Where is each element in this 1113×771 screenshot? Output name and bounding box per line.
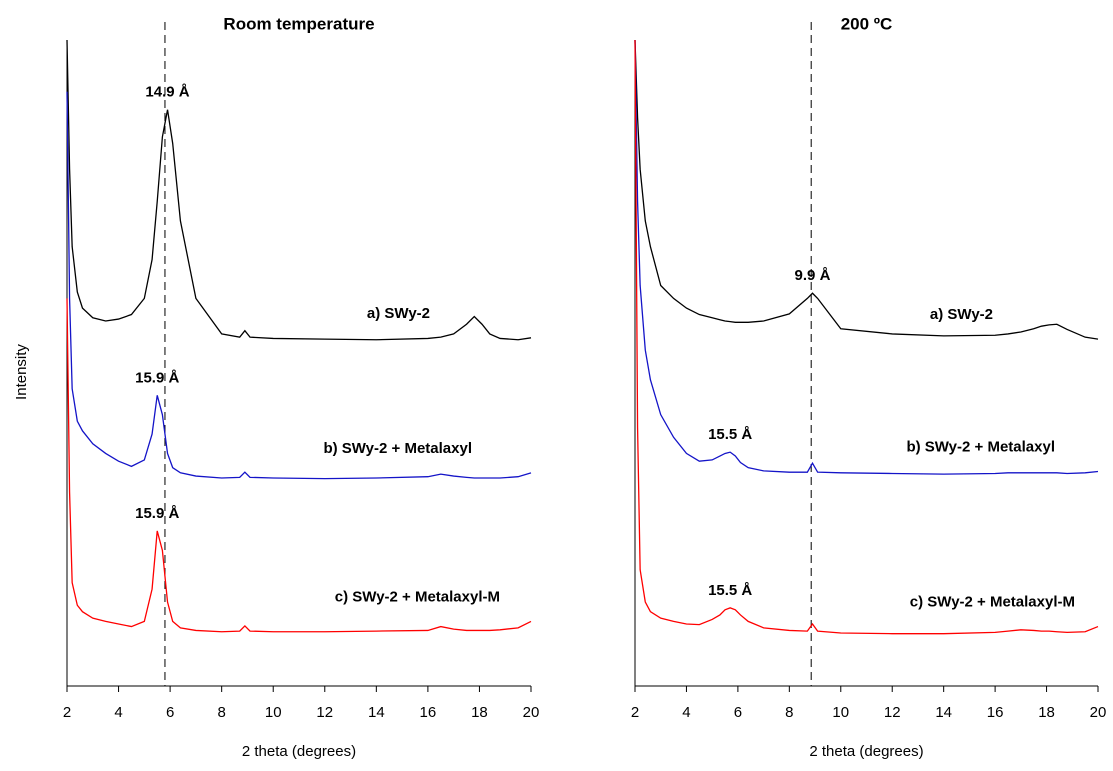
- x-tick-label: 10: [265, 704, 282, 721]
- x-tick-label: 12: [316, 704, 333, 721]
- x-tick-label: 2: [63, 704, 71, 721]
- series-line: [634, 39, 1099, 475]
- x-tick-label: 14: [935, 704, 952, 721]
- x-tick-label: 4: [114, 704, 122, 721]
- x-tick-label: 8: [217, 704, 225, 721]
- x-tick-label: 4: [682, 704, 690, 721]
- series-line: [66, 91, 532, 480]
- x-tick-label: 18: [471, 704, 488, 721]
- x-tick-label: 18: [1038, 704, 1055, 721]
- series-label: a) SWy-2: [930, 306, 993, 323]
- x-tick-label: 20: [1090, 704, 1107, 721]
- x-tick-label: 2: [631, 704, 639, 721]
- x-tick-label: 6: [734, 704, 742, 721]
- series-line: [634, 39, 1099, 340]
- peak-label: 15.5 Å: [708, 582, 752, 599]
- x-tick-label: 20: [523, 704, 540, 721]
- series-label: c) SWy-2 + Metalaxyl-M: [335, 588, 500, 605]
- x-tick-label: 14: [368, 704, 385, 721]
- peak-label: 9.9 Å: [795, 267, 831, 284]
- y-axis-title: Intensity: [13, 344, 30, 400]
- x-tick-label: 8: [785, 704, 793, 721]
- x-tick-label: 16: [420, 704, 437, 721]
- peak-label: 14.9 Å: [145, 84, 189, 101]
- series-label: a) SWy-2: [367, 305, 430, 322]
- peak-label: 15.9 Å: [135, 369, 179, 386]
- x-axis-title: 2 theta (degrees): [809, 743, 923, 760]
- chart-title: 200 ºC: [841, 14, 893, 33]
- peak-label: 15.5 Å: [708, 426, 752, 443]
- series-label: b) SWy-2 + Metalaxyl: [323, 440, 472, 457]
- peak-label: 15.9 Å: [135, 505, 179, 522]
- x-tick-label: 6: [166, 704, 174, 721]
- series-line: [66, 298, 532, 633]
- chart-title: Room temperature: [223, 14, 374, 33]
- x-tick-label: 16: [987, 704, 1004, 721]
- series-line: [634, 39, 1099, 635]
- series-label: c) SWy-2 + Metalaxyl-M: [910, 594, 1075, 611]
- x-tick-label: 10: [832, 704, 849, 721]
- series-line: [66, 39, 532, 341]
- x-tick-label: 12: [884, 704, 901, 721]
- x-axis-title: 2 theta (degrees): [242, 743, 356, 760]
- series-label: b) SWy-2 + Metalaxyl: [906, 438, 1055, 455]
